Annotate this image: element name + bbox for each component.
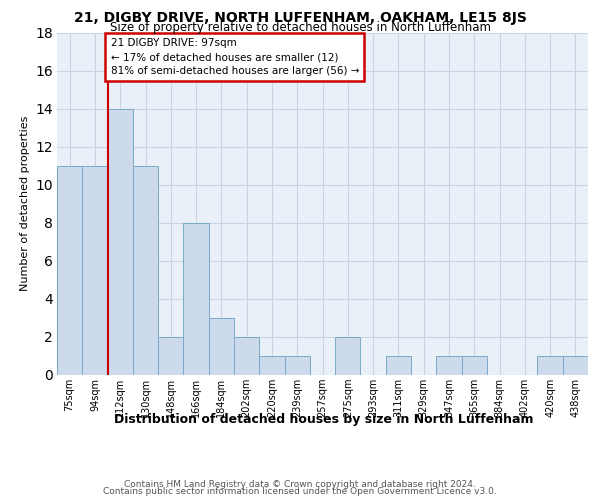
Bar bbox=[563, 356, 588, 375]
Bar bbox=[209, 318, 234, 375]
Text: Size of property relative to detached houses in North Luffenham: Size of property relative to detached ho… bbox=[110, 21, 491, 34]
Bar bbox=[538, 356, 563, 375]
Bar bbox=[284, 356, 310, 375]
Text: Contains HM Land Registry data © Crown copyright and database right 2024.: Contains HM Land Registry data © Crown c… bbox=[124, 480, 476, 489]
Bar bbox=[461, 356, 487, 375]
Bar bbox=[436, 356, 461, 375]
Bar bbox=[82, 166, 107, 375]
Text: Distribution of detached houses by size in North Luffenham: Distribution of detached houses by size … bbox=[114, 412, 534, 426]
Bar bbox=[335, 337, 361, 375]
Y-axis label: Number of detached properties: Number of detached properties bbox=[20, 116, 29, 292]
Text: 21 DIGBY DRIVE: 97sqm
← 17% of detached houses are smaller (12)
81% of semi-deta: 21 DIGBY DRIVE: 97sqm ← 17% of detached … bbox=[110, 38, 359, 76]
Bar bbox=[259, 356, 284, 375]
Bar bbox=[57, 166, 82, 375]
Bar bbox=[184, 223, 209, 375]
Bar bbox=[107, 108, 133, 375]
Bar bbox=[386, 356, 411, 375]
Bar bbox=[158, 337, 184, 375]
Bar bbox=[133, 166, 158, 375]
Text: Contains public sector information licensed under the Open Government Licence v3: Contains public sector information licen… bbox=[103, 487, 497, 496]
Bar bbox=[234, 337, 259, 375]
Text: 21, DIGBY DRIVE, NORTH LUFFENHAM, OAKHAM, LE15 8JS: 21, DIGBY DRIVE, NORTH LUFFENHAM, OAKHAM… bbox=[74, 11, 526, 25]
